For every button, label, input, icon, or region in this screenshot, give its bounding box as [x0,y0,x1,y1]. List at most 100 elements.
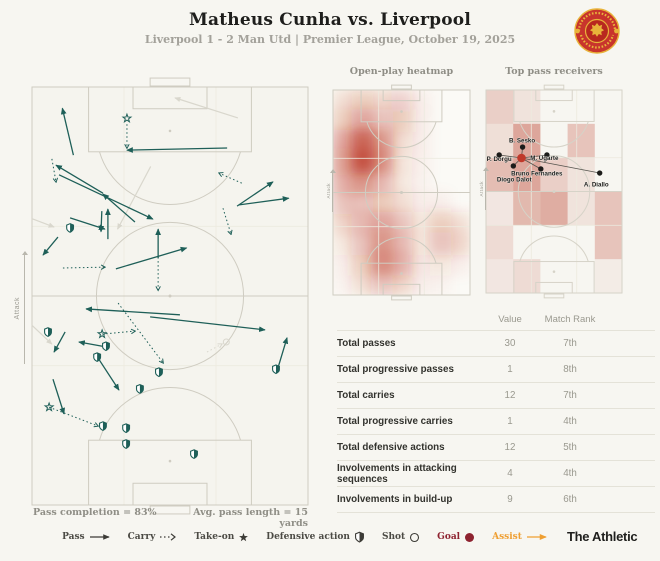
stats-table: Value Match Rank Total passes 30 7th Total … [337,308,655,513]
event-layer [31,96,290,460]
receiver-dot [519,144,526,150]
zone-layer [486,90,622,293]
page-title: Matheus Cunha vs. Liverpool [188,10,472,30]
stat-label: Involvements in build-up [337,494,453,505]
stat-label: Total passes [337,338,396,349]
passer-dot [517,153,526,163]
receiver-dot [538,166,544,172]
stat-value: 12 [504,390,516,401]
carry-arrow [48,406,98,426]
carry-arrow [62,267,105,268]
pass-arrow-icon [89,534,110,540]
carry-arrow [102,331,135,335]
defensive-action-shield-icon [354,531,364,543]
manchester-united-crest [574,8,620,54]
receiver-dot [510,163,517,169]
attack-axis-label: Attack [14,296,21,320]
pass-arrow [85,306,180,316]
stat-label: Involvements in attacking sequences [337,462,457,485]
match-subtitle: Liverpool 1 - 2 Man Utd | Premier League… [144,33,516,46]
pass-arrow [115,246,188,270]
pass-map-pitch [31,77,309,515]
pitch-markings [485,84,623,299]
receivers-pitch: B. Sesko P. Dorgu M. Ugarte Bruno Fernandes… [485,84,623,299]
pass-arrow [78,340,107,348]
stat-value: 1 [507,364,513,375]
failed-pass-arrow [31,218,55,228]
stat-row: Total carries 12 7th [337,382,655,408]
legend-item-pass: Pass [62,532,111,542]
stat-row: Total defensive actions 12 5th [337,434,655,460]
stats-table-header: Value Match Rank [337,308,655,330]
legend-item-take-on: Take-on [194,532,249,543]
pass-arrow [126,147,228,153]
heatmap-layer [333,90,470,295]
legend-item-shot: Shot [382,532,420,543]
pass-arrow [150,316,266,333]
pass-arrow [276,336,289,372]
pass-arrow [52,378,65,415]
receiver-dot [544,152,550,158]
stat-row: Total progressive carries 1 4th [337,408,655,434]
stat-row: Total passes 30 7th [337,330,655,356]
heatmap-title: Open-play heatmap [349,66,454,77]
pass-arrow [102,193,136,223]
shot-circle-icon [410,532,420,542]
stat-label: Total carries [337,390,395,401]
failed-carry-arrow [206,344,222,353]
pitch-markings [332,84,471,301]
take-on-star [43,401,55,412]
receiver-dot [496,152,502,158]
carry-arrow-icon [160,533,177,541]
shot-marker [222,338,230,346]
pass-arrow [98,211,105,233]
failed-pass-arrow [31,324,53,345]
attack-axis-arrow [21,251,28,364]
take-on-star [121,112,133,123]
stat-value: 30 [504,338,516,349]
chart-legend: Pass Carry Take-on Defensive action Shot… [62,527,547,547]
stat-row: Involvements in build-up 9 6th [337,486,655,513]
stat-label: Total defensive actions [337,442,445,453]
pass-arrow [236,181,274,207]
receiver-label: B. Sesko [509,137,535,144]
heatmap-pitch [332,84,471,301]
legend-item-assist: Assist [492,532,548,542]
receiver-dot [596,170,603,176]
take-on-star-icon [239,532,249,541]
pass-arrow [60,107,75,156]
receiver-layer: B. Sesko P. Dorgu M. Ugarte Bruno Fernandes… [486,137,609,189]
stat-value: 4 [507,468,513,479]
failed-pass-arrow [174,96,239,119]
receiver-label: A. Diallo [584,181,609,188]
receiver-label: M. Ugarte [530,155,559,162]
stat-value: 12 [504,442,516,453]
stat-value: 1 [507,416,513,427]
take-on-star [96,328,108,339]
attack-axis-main: Attack [14,251,28,364]
carry-arrow [219,173,242,184]
stat-match-rank: 5th [563,442,577,453]
failed-pass-arrow [117,166,152,230]
attack-axis-receivers: Attack [479,167,489,210]
assist-arrow-icon [526,533,547,541]
pass-arrow [238,196,290,206]
stat-row: Involvements in attacking sequences 4 4th [337,460,655,486]
stat-match-rank: 7th [563,390,577,401]
pitch-markings [31,77,309,515]
receiver-label: Diogo Dalot [497,176,532,183]
pass-arrow [53,331,66,353]
legend-item-carry: Carry [128,532,178,542]
legend-item-defensive-action: Defensive action [266,531,365,543]
stat-label: Total progressive passes [337,364,454,375]
legend-item-goal: Goal [437,532,475,543]
receiver-label: P. Dorgu [487,156,512,163]
stat-value: 9 [507,494,513,505]
attack-axis-heatmap: Attack [326,169,336,212]
stat-match-rank: 4th [563,468,577,479]
carry-arrow [117,302,163,363]
stat-label: Total progressive carries [337,416,453,427]
stat-row: Total progressive passes 1 8th [337,356,655,382]
column-header-value: Value [498,313,522,325]
stat-match-rank: 4th [563,416,577,427]
